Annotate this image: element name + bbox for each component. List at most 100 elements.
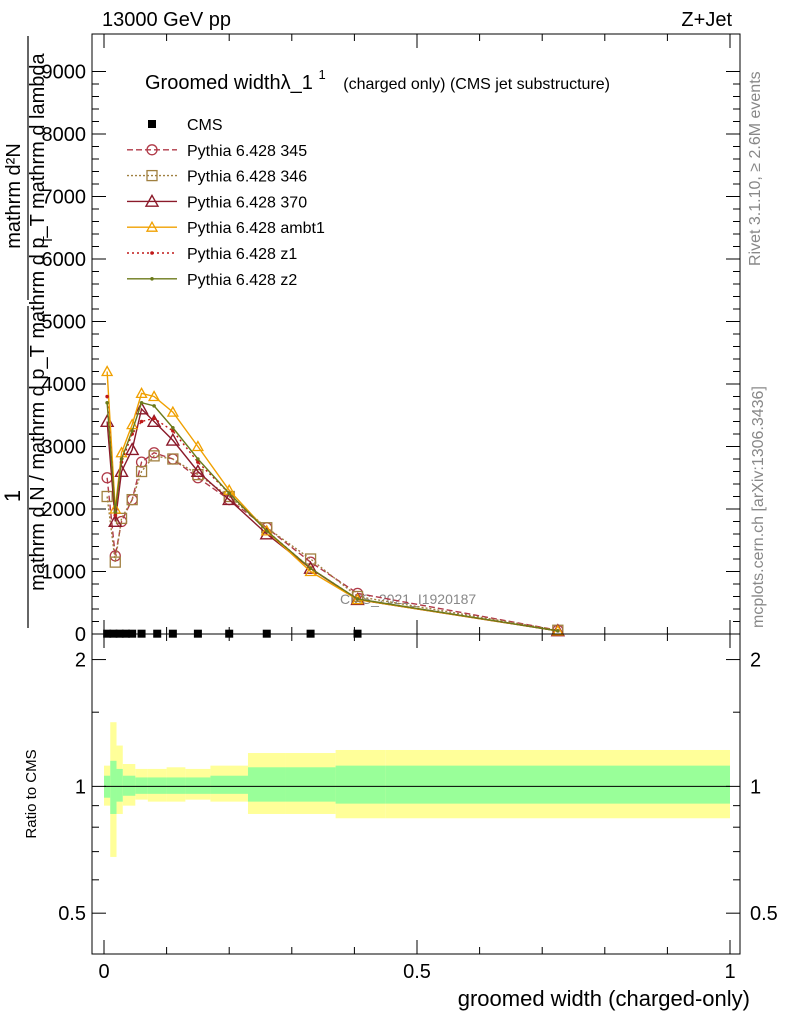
data-point bbox=[130, 429, 134, 433]
series-line bbox=[106, 407, 558, 632]
legend-label: Pythia 6.428 370 bbox=[187, 194, 307, 211]
data-point bbox=[109, 556, 121, 568]
series-5 bbox=[105, 394, 560, 633]
legend-entry: Pythia 6.428 346 bbox=[127, 169, 307, 186]
watermark: CMS_2021_I1920187 bbox=[340, 591, 476, 607]
data-point bbox=[304, 565, 317, 577]
y-tick-label: 0 bbox=[75, 624, 86, 646]
ratio-inner-band bbox=[185, 777, 211, 794]
y-tick-label: 3000 bbox=[42, 437, 87, 459]
y-tick-label: 9000 bbox=[42, 62, 87, 84]
energy-label: 13000 GeV pp bbox=[102, 9, 231, 31]
data-point bbox=[119, 457, 124, 461]
ratio-y-tick-label: 2 bbox=[75, 650, 86, 672]
data-point bbox=[264, 529, 269, 533]
ylabel-subscript: T bbox=[40, 236, 55, 244]
ratio-axes: 0.5 0.5 1 1 2 2 0 0.5 1 bbox=[58, 634, 778, 983]
data-point bbox=[260, 524, 273, 536]
legend-label: Pythia 6.428 345 bbox=[187, 143, 307, 160]
ratio-inner-band bbox=[247, 767, 286, 802]
ratio-bands bbox=[104, 722, 730, 857]
data-point bbox=[190, 464, 206, 477]
data-point bbox=[147, 390, 161, 402]
ylabel-prefix-denominator: mathrm d N / mathrm d p_T bbox=[27, 345, 49, 591]
y-tick-label: 5000 bbox=[42, 312, 87, 334]
data-point bbox=[222, 492, 237, 506]
x-tick-label: 0.5 bbox=[403, 961, 431, 983]
ratio-inner-band bbox=[147, 777, 167, 794]
series-1 bbox=[101, 447, 564, 636]
ratio-panel: 0.5 0.5 1 1 2 2 0 0.5 1 Ratio to CMS groomed wid… bbox=[23, 633, 778, 1011]
ratio-inner-band bbox=[285, 767, 336, 802]
data-point bbox=[105, 400, 109, 405]
data-point bbox=[227, 491, 231, 496]
legend-marker bbox=[144, 193, 160, 207]
ratio-y-tick-label-right: 0.5 bbox=[750, 903, 778, 925]
data-point bbox=[113, 510, 118, 514]
series-3 bbox=[99, 401, 566, 637]
data-point bbox=[135, 387, 148, 399]
legend-label: Pythia 6.428 346 bbox=[187, 169, 307, 186]
ylabel-prefix: 1 bbox=[0, 490, 25, 502]
y-tick-label: 8000 bbox=[42, 124, 87, 146]
main-y-axis: 0 1000 2000 3000 4000 5000 6000 7000 8000 9000 bbox=[42, 34, 740, 646]
series-6 bbox=[105, 400, 560, 633]
y-tick-label: 4000 bbox=[42, 374, 87, 396]
data-point bbox=[105, 394, 109, 399]
ylabel-denominator: mathrm d p_T mathrm d lambda bbox=[27, 52, 49, 338]
series-line bbox=[106, 455, 558, 631]
data-point bbox=[191, 440, 205, 452]
legend-marker bbox=[146, 169, 158, 182]
data-point bbox=[134, 401, 149, 415]
plot-title-sup: 1 bbox=[318, 67, 325, 82]
data-point bbox=[261, 522, 273, 534]
legend-marker bbox=[150, 277, 154, 281]
ratio-y-tick-label: 1 bbox=[75, 776, 86, 798]
legend-entry: Pythia 6.428 ambt1 bbox=[127, 220, 325, 237]
data-point bbox=[308, 566, 313, 571]
series-line bbox=[106, 371, 558, 632]
data-point bbox=[152, 404, 156, 408]
plot-title-main: Groomed widthλ_1 bbox=[145, 72, 313, 94]
data-point bbox=[139, 419, 144, 424]
ylabel-numerator: mathrm d²N bbox=[3, 143, 25, 249]
data-point bbox=[304, 553, 317, 565]
legend-marker bbox=[145, 220, 159, 232]
data-point bbox=[124, 442, 140, 456]
data-point bbox=[167, 453, 179, 465]
legend-label: Pythia 6.428 ambt1 bbox=[187, 220, 325, 237]
data-point bbox=[166, 405, 179, 417]
ratio-inner-band bbox=[116, 768, 123, 802]
legend-marker bbox=[146, 144, 158, 156]
data-point bbox=[101, 365, 114, 377]
plot-title: Groomed widthλ_1 1 (charged only) (CMS j… bbox=[145, 62, 610, 94]
legend-entry: Pythia 6.428 z1 bbox=[127, 246, 297, 263]
x-tick-label: 1 bbox=[724, 961, 735, 983]
data-point bbox=[165, 432, 181, 446]
data-point bbox=[148, 450, 160, 462]
legend-label: CMS bbox=[187, 117, 223, 134]
legend-entry: Pythia 6.428 370 bbox=[127, 193, 307, 211]
y-tick-label: 1000 bbox=[42, 562, 87, 584]
data-point bbox=[196, 460, 200, 464]
ratio-ylabel: Ratio to CMS bbox=[23, 749, 40, 838]
x-tick-label: 0 bbox=[98, 961, 109, 983]
y-tick-label: 2000 bbox=[42, 499, 87, 521]
ratio-y-tick-label-right: 2 bbox=[750, 650, 761, 672]
data-point bbox=[113, 513, 118, 518]
process-label: Z+Jet bbox=[681, 9, 732, 31]
data-point bbox=[196, 457, 200, 461]
legend-marker bbox=[148, 120, 156, 128]
data-point bbox=[126, 493, 138, 506]
ratio-y-tick-label-right: 1 bbox=[750, 776, 761, 798]
y-axis-label: 1 mathrm d N / mathrm d p_T mathrm d²N m… bbox=[0, 36, 55, 628]
series-line bbox=[106, 451, 558, 631]
legend-marker bbox=[150, 251, 154, 255]
main-series bbox=[99, 365, 566, 638]
ratio-y-tick-label: 0.5 bbox=[58, 903, 86, 925]
rivet-label: Rivet 3.1.10, ≥ 2.6M events bbox=[747, 71, 764, 266]
series-line bbox=[106, 396, 558, 632]
data-point bbox=[152, 416, 156, 421]
data-point bbox=[135, 465, 148, 478]
